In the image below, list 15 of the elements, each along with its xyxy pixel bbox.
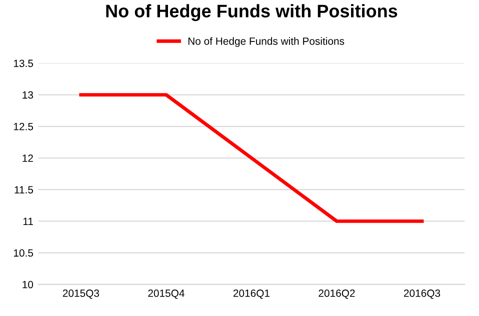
legend-label: No of Hedge Funds with Positions [188,37,344,47]
x-tick-label: 2015Q4 [148,290,184,299]
y-tick-label: 11 [23,218,33,225]
x-tick-label: 2016Q2 [318,290,355,299]
y-tick-label: 10.5 [14,249,34,257]
y-tick-label: 12 [22,154,33,162]
x-tick-label: 2016Q3 [404,290,440,299]
x-tick-label: 2015Q3 [62,290,100,299]
chart-title: No of Hedge Funds with Positions [106,4,398,22]
y-tick-label: 13.5 [14,60,34,68]
y-tick-label: 13 [22,91,33,99]
y-tick-label: 11.5 [14,186,34,194]
y-tick-label: 10 [22,280,34,288]
x-tick-label: 2016Q1 [233,290,270,299]
y-tick-label: 12.5 [14,122,34,130]
